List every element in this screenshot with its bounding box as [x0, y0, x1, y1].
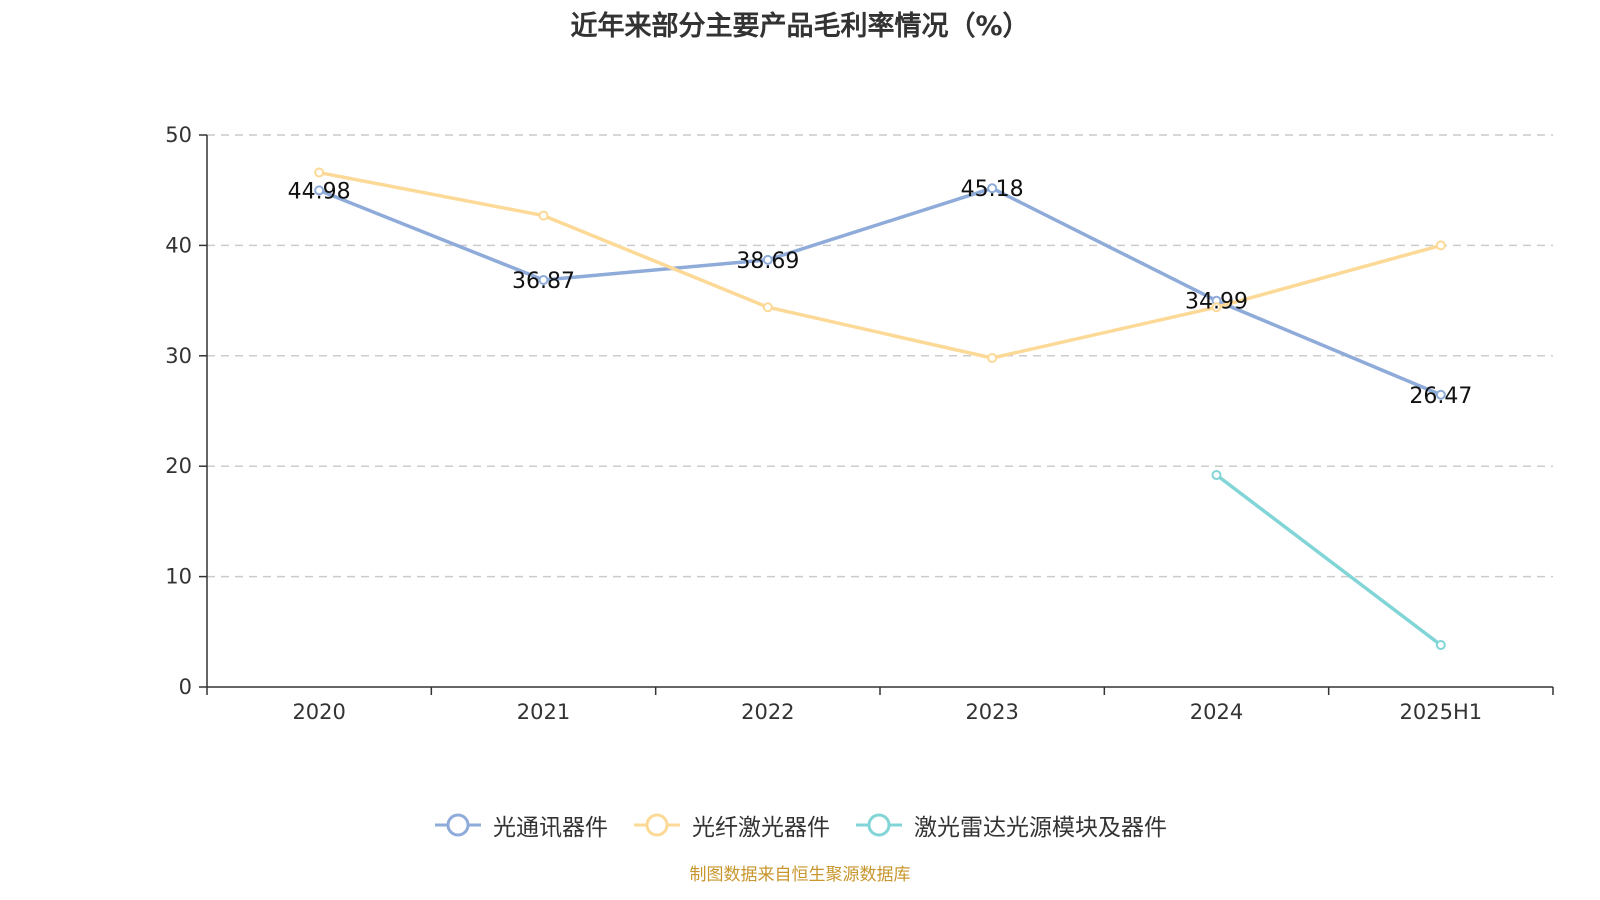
legend-item[interactable]: 激光雷达光源模块及器件: [854, 808, 1167, 842]
data-point: [538, 274, 549, 285]
data-point: [762, 302, 773, 313]
y-tick-label: 50: [165, 123, 192, 147]
legend-marker-icon: [634, 813, 680, 837]
legend-item[interactable]: 光通讯器件: [433, 808, 608, 842]
legend: 光通讯器件 光纤激光器件 激光雷达光源模块及器件: [0, 808, 1600, 842]
legend-label: 光通讯器件: [493, 815, 608, 841]
data-label: 38.69: [736, 249, 799, 274]
x-tick-label: 2023: [965, 700, 1018, 724]
x-tick-label: 2021: [517, 700, 570, 724]
data-label: 26.47: [1409, 384, 1472, 409]
source-note: 制图数据来自恒生聚源数据库: [689, 865, 911, 885]
y-axis-ticks: 0 10 20 30 40 50: [165, 123, 207, 699]
x-tick-label: 2020: [292, 700, 345, 724]
series-line: [318, 170, 1442, 360]
chart-title: 近年来部分主要产品毛利率情况（%）: [570, 11, 1030, 42]
data-labels: 44.98 36.87 38.69 45.18 34.99 26.47: [288, 177, 1473, 409]
y-tick-label: 30: [165, 344, 192, 368]
series-lines: [318, 170, 1442, 647]
data-point: [1435, 389, 1446, 400]
grid-lines: [207, 134, 1553, 578]
y-tick-label: 0: [179, 675, 192, 699]
x-tick-label: 2022: [741, 700, 794, 724]
x-tick-label: 2024: [1190, 700, 1243, 724]
data-point: [314, 185, 325, 196]
y-tick-label: 40: [165, 233, 192, 257]
data-point: [314, 167, 325, 178]
y-tick-label: 10: [165, 565, 192, 589]
data-point: [1211, 302, 1222, 313]
y-tick-label: 20: [165, 454, 192, 478]
data-point: [1211, 470, 1222, 481]
data-label: 45.18: [961, 177, 1024, 202]
data-point: [1435, 240, 1446, 251]
line-chart: 0 10 20 30 40 50 2020 2021 2022 2023 2024 2025H1 4…: [165, 123, 1554, 724]
data-label: 34.99: [1185, 290, 1248, 315]
data-label: 44.98: [288, 179, 351, 204]
data-point: [987, 183, 998, 194]
data-point: [538, 210, 549, 221]
legend-marker-icon: [435, 813, 481, 837]
legend-label: 激光雷达光源模块及器件: [914, 815, 1167, 841]
x-axis-ticks: 2020 2021 2022 2023 2024 2025H1: [206, 687, 1554, 724]
series-line: [1215, 473, 1442, 647]
data-label: 36.87: [512, 269, 575, 294]
data-point: [762, 254, 773, 265]
data-point: [987, 353, 998, 364]
data-point: [1435, 640, 1446, 651]
legend-label: 光纤激光器件: [692, 815, 830, 841]
axes: [206, 135, 1553, 688]
series-line: [318, 186, 1442, 397]
legend-marker-icon: [856, 813, 902, 837]
series-points: [314, 167, 1446, 651]
legend-item[interactable]: 光纤激光器件: [632, 808, 830, 842]
x-tick-label: 2025H1: [1400, 700, 1483, 724]
